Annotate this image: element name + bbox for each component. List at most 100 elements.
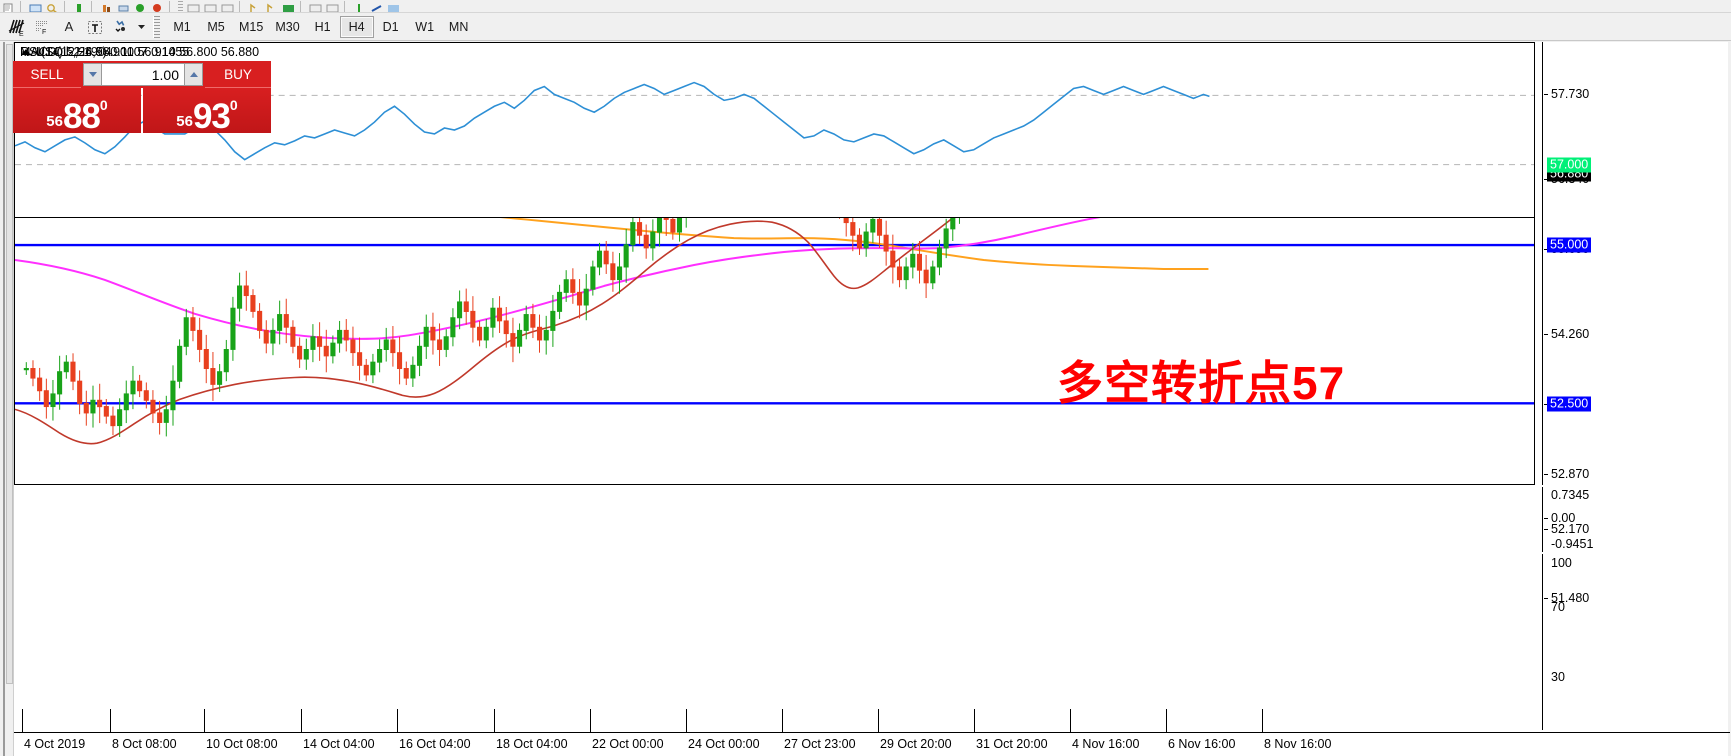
level-badge-52500: 52.500 <box>1547 396 1592 412</box>
chart-scrollbar-thumb[interactable] <box>6 44 13 684</box>
time-tick-label: 6 Nov 16:00 <box>1168 737 1236 751</box>
volume-control[interactable]: 1.00 <box>81 61 205 88</box>
timeframe-h1[interactable]: H1 <box>314 19 331 34</box>
time-tick-separator <box>397 709 398 733</box>
chevron-up-icon <box>189 72 198 77</box>
time-tick-separator <box>686 709 687 733</box>
window-cascade-icon[interactable] <box>326 1 339 12</box>
rsi-tick: 100 <box>1551 556 1572 570</box>
time-tick-label: 24 Oct 00:00 <box>688 737 760 751</box>
volume-input[interactable]: 1.00 <box>102 63 184 86</box>
zoom-out-icon[interactable] <box>151 1 164 12</box>
text-tool-icon[interactable]: A <box>64 19 74 34</box>
time-tick-label: 16 Oct 04:00 <box>399 737 471 751</box>
time-scale[interactable]: 4 Oct 2019 8 Oct 08:00 10 Oct 08:00 14 Oct … <box>14 709 1730 756</box>
time-tick-label: 8 Nov 16:00 <box>1264 737 1332 751</box>
template-icon[interactable] <box>248 1 261 12</box>
indicators-icon[interactable] <box>221 1 234 12</box>
time-tick-separator <box>1262 709 1263 733</box>
template-dropdown-icon[interactable] <box>265 1 278 12</box>
objects-list-icon[interactable] <box>108 15 134 39</box>
channel-icon[interactable] <box>370 1 383 12</box>
chevron-down-icon <box>88 72 97 77</box>
sell-price-pip: 0 <box>99 97 108 113</box>
chart-shift-icon[interactable] <box>204 1 217 12</box>
svg-text:E: E <box>19 31 24 37</box>
macd-axis-rule <box>1542 487 1543 552</box>
macd-scale[interactable]: 0.7345 0.00 -0.9451 <box>1544 487 1731 552</box>
timeframe-m1[interactable]: M1 <box>173 19 191 34</box>
toolbar-divider <box>64 0 68 12</box>
level-badge-57000: 57.000 <box>1547 157 1592 173</box>
macd-tick: 0.7345 <box>1551 488 1590 502</box>
price-tick: 52.170 <box>1544 522 1589 536</box>
new-order-icon[interactable] <box>73 1 86 12</box>
time-tick-label: 27 Oct 23:00 <box>784 737 856 751</box>
buy-button[interactable]: BUY <box>205 61 271 88</box>
rsi-label: RSI(14) 52.1904 <box>20 45 112 59</box>
buy-price-display[interactable]: 56 93 0 <box>143 88 271 136</box>
crosshair-icon[interactable]: F <box>30 15 56 39</box>
macd-label: MACD(12,26,9) 0.1107 0.1455 <box>20 45 190 59</box>
search-icon[interactable] <box>46 1 59 12</box>
collapse-triangle-icon[interactable] <box>21 49 31 55</box>
level-badge-55000: 55.000 <box>1547 237 1592 253</box>
buy-price-prefix: 56 <box>176 113 193 130</box>
sell-button[interactable]: SELL <box>13 61 81 88</box>
volume-increment-button[interactable] <box>184 63 203 86</box>
grid-icon[interactable] <box>282 1 295 12</box>
rsi-axis-rule <box>1542 554 1543 730</box>
timeframe-mn[interactable]: MN <box>448 19 469 34</box>
text-label-icon[interactable] <box>82 15 108 39</box>
time-tick-separator <box>782 709 783 733</box>
timeframe-w1[interactable]: W1 <box>415 19 435 34</box>
toolbar-charts[interactable]: E F A <box>0 13 1731 41</box>
new-chart-icon[interactable] <box>2 1 15 12</box>
timeframe-m30[interactable]: M30 <box>275 19 300 34</box>
price-tick: 52.870 <box>1544 467 1589 481</box>
fibo-icon[interactable] <box>387 1 400 12</box>
one-click-trading-panel[interactable]: SELL 1.00 BUY 56 88 0 <box>13 61 271 136</box>
chart-area: USOil-,H4 56.900 56.910 56.800 56.880 MA… <box>3 42 1730 756</box>
profiles-icon[interactable] <box>29 1 42 12</box>
price-scale[interactable]: 57.730 56.340 55.650 54.260 53.560 52.87… <box>1544 42 1731 605</box>
svg-text:F: F <box>42 29 46 36</box>
time-tick-label: 14 Oct 04:00 <box>303 737 375 751</box>
sell-price-prefix: 56 <box>46 113 63 130</box>
line-chart-icon[interactable] <box>134 1 147 12</box>
candle-chart-icon[interactable] <box>117 1 130 12</box>
chart-annotation-text[interactable]: 多空转折点57 <box>1057 357 1346 409</box>
rsi-scale[interactable]: 100 70 30 <box>1544 554 1731 730</box>
chart-panes: USOil-,H4 56.900 56.910 56.800 56.880 MA… <box>14 42 1730 756</box>
time-tick-label: 4 Nov 16:00 <box>1072 737 1140 751</box>
time-tick-separator <box>204 709 205 733</box>
time-tick-label: 29 Oct 20:00 <box>880 737 952 751</box>
indicator-list-icon[interactable]: E <box>4 15 30 39</box>
price-axis-rule <box>1542 42 1543 485</box>
timeframe-h4[interactable]: H4 <box>339 15 374 38</box>
volume-decrement-button[interactable] <box>83 63 102 86</box>
toolbar-divider <box>20 0 24 12</box>
time-tick-label: 22 Oct 00:00 <box>592 737 664 751</box>
auto-scroll-icon[interactable] <box>187 1 200 12</box>
timeframe-m5[interactable]: M5 <box>207 19 225 34</box>
toolbar-standard[interactable] <box>0 0 1731 13</box>
rsi-tick: 30 <box>1551 670 1565 684</box>
toolbar-grip[interactable] <box>178 0 183 12</box>
timeframe-d1[interactable]: D1 <box>382 19 399 34</box>
toolbar-grip[interactable] <box>153 15 160 38</box>
bar-chart-icon[interactable] <box>100 1 113 12</box>
toolbar-divider <box>91 0 95 12</box>
vertical-line-icon[interactable] <box>353 1 366 12</box>
symbol-ohlc-line: USOil-,H4 56.900 56.910 56.800 56.880 <box>21 45 259 59</box>
time-tick-separator <box>494 709 495 733</box>
time-tick-separator <box>590 709 591 733</box>
chart-scrollbar[interactable] <box>5 42 14 756</box>
buy-price-major: 93 <box>192 97 231 136</box>
time-tick-label: 8 Oct 08:00 <box>112 737 177 751</box>
objects-dropdown-icon[interactable] <box>134 15 148 39</box>
time-tick-separator <box>301 709 302 733</box>
window-tile-icon[interactable] <box>309 1 322 12</box>
sell-price-display[interactable]: 56 88 0 <box>13 88 141 134</box>
timeframe-m15[interactable]: M15 <box>239 19 264 34</box>
